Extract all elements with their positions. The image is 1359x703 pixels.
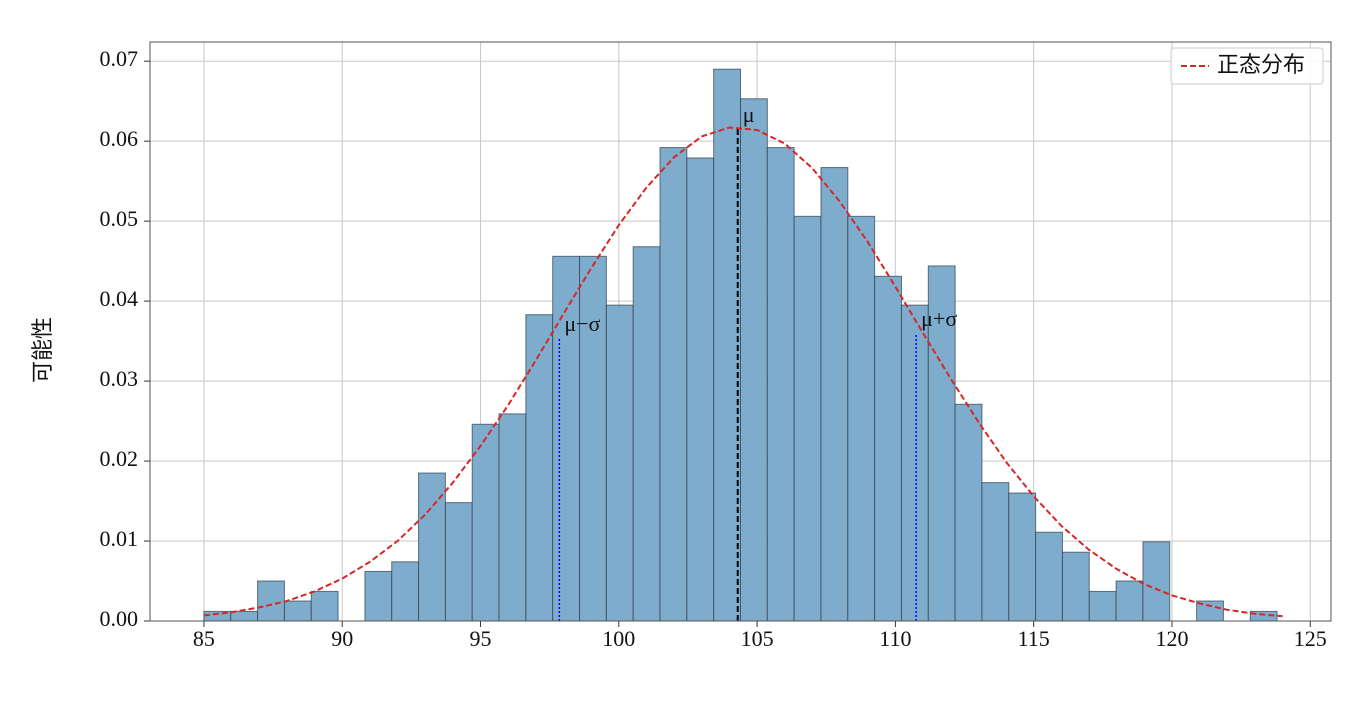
bar: [686, 157, 715, 622]
bar: [900, 304, 929, 622]
y-tick-label: 0.04: [100, 286, 139, 311]
y-tick-label: 0.06: [100, 126, 139, 151]
bar: [981, 482, 1010, 622]
bar: [713, 68, 742, 622]
bar: [364, 570, 393, 622]
reference-label: μ: [743, 102, 755, 127]
bar: [632, 246, 661, 622]
bar: [793, 215, 822, 622]
bar: [1115, 580, 1144, 622]
bar: [283, 600, 312, 622]
bar: [659, 147, 688, 622]
y-tick-label: 0.03: [100, 366, 139, 391]
x-tick-label: 90: [331, 626, 353, 651]
x-tick-label: 100: [602, 626, 635, 651]
bar: [740, 98, 768, 622]
bar: [1142, 541, 1171, 622]
bar: [1061, 551, 1090, 622]
bar: [471, 423, 500, 622]
y-axis-label: 可能性: [30, 317, 55, 383]
bar: [954, 403, 983, 622]
bar: [579, 255, 607, 622]
bar: [525, 314, 554, 622]
bar: [552, 255, 581, 622]
bar: [1035, 531, 1063, 622]
x-tick-label: 125: [1294, 626, 1327, 651]
x-tick-label: 105: [741, 626, 774, 651]
bar: [1088, 590, 1117, 622]
y-tick-label: 0.00: [100, 606, 139, 631]
reference-label: μ−σ: [564, 311, 600, 336]
bar: [310, 590, 339, 622]
x-tick-label: 115: [1018, 626, 1050, 651]
x-tick-label: 120: [1155, 626, 1188, 651]
x-tick-label: 85: [193, 626, 215, 651]
bar: [874, 275, 902, 622]
legend-box: [1170, 47, 1324, 85]
bar: [257, 580, 285, 622]
bar: [847, 215, 876, 622]
y-tick-label: 0.02: [100, 446, 139, 471]
y-tick-label: 0.01: [100, 526, 139, 551]
normal-curve: [203, 126, 1283, 618]
legend-label: 正态分布: [1217, 52, 1305, 77]
bar: [498, 413, 527, 622]
bar: [820, 167, 849, 622]
bar: [444, 502, 473, 622]
x-tick-label: 110: [879, 626, 911, 651]
y-tick-label: 0.05: [100, 206, 139, 231]
bar: [766, 147, 795, 622]
y-tick-label: 0.07: [100, 46, 139, 71]
bar: [391, 561, 420, 622]
bar: [1008, 492, 1037, 622]
bar: [605, 304, 634, 622]
bar: [230, 610, 259, 622]
plot-frame: [149, 41, 1332, 622]
reference-label: μ+σ: [921, 306, 957, 331]
x-tick-label: 95: [470, 626, 492, 651]
